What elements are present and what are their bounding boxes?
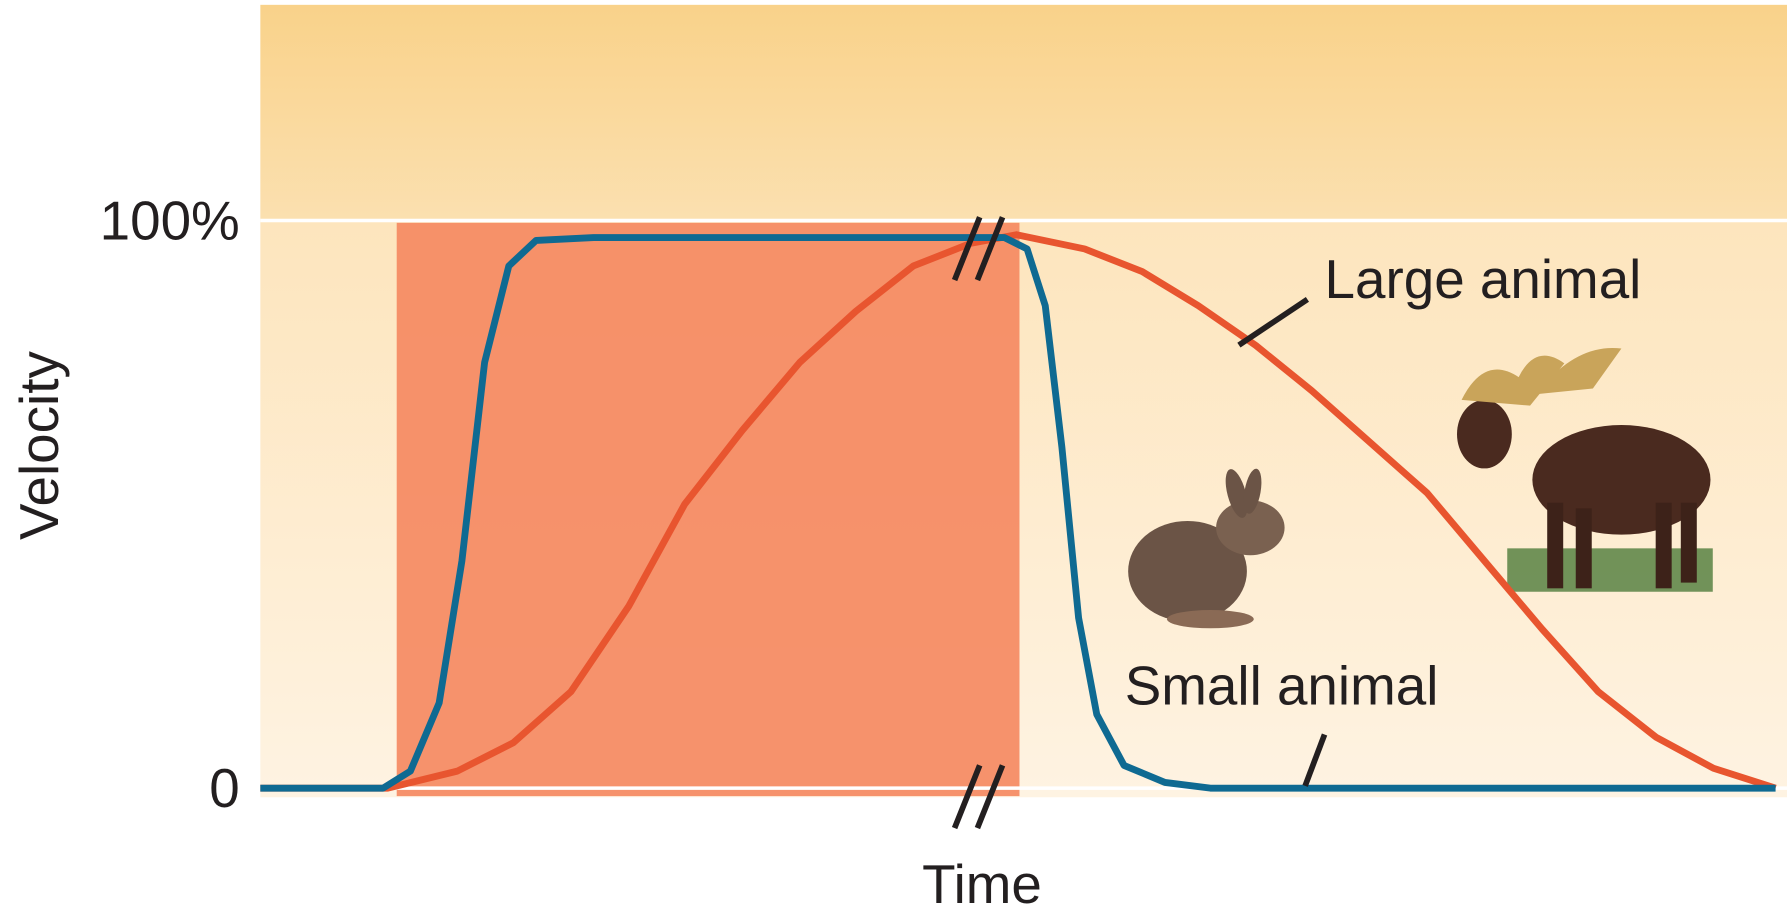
upper-background bbox=[260, 4, 1787, 222]
leader-line bbox=[1237, 297, 1310, 348]
y-tick-label: 100% bbox=[100, 190, 240, 252]
series-label: Small animal bbox=[1125, 654, 1439, 716]
over-layer bbox=[260, 231, 1777, 792]
rabbit-illustration bbox=[1128, 468, 1285, 629]
shaded-region bbox=[396, 222, 1020, 797]
series-label: Large animal bbox=[1325, 248, 1642, 310]
under-layer bbox=[260, 218, 1787, 797]
series-line bbox=[260, 231, 1777, 792]
moose-illustration bbox=[1457, 347, 1713, 592]
x-axis-label: Time bbox=[922, 853, 1042, 915]
y-axis-label: Velocity bbox=[8, 351, 70, 540]
leader-line bbox=[1302, 733, 1328, 787]
series-line bbox=[260, 234, 1776, 792]
y-tick-label: 0 bbox=[209, 757, 239, 819]
axis-break bbox=[951, 216, 1006, 830]
